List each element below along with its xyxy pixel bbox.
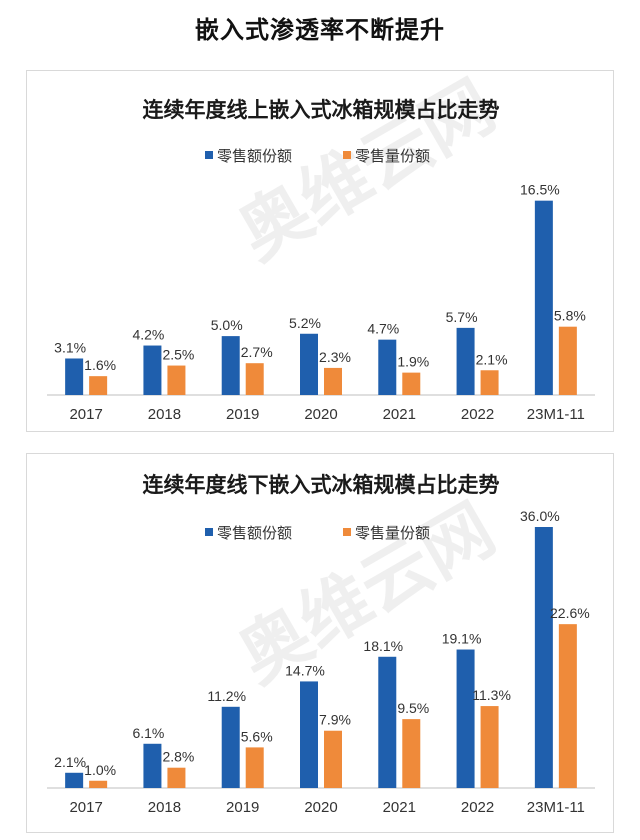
data-label-retail-volume-23M1-11: 5.8% <box>554 308 586 324</box>
data-label-retail-volume-2017: 1.6% <box>84 357 116 373</box>
data-label-retail-value-2022: 19.1% <box>442 631 482 647</box>
legend-label-1: 零售额份额 <box>217 525 292 542</box>
bar-retail-volume-2019 <box>245 747 264 788</box>
bar-retail-value-2020 <box>300 333 318 395</box>
bar-retail-volume-2017 <box>89 376 108 395</box>
x-tick-2020: 2020 <box>304 406 337 423</box>
bar-retail-value-2017 <box>65 772 84 788</box>
bar-retail-value-2020 <box>300 681 318 788</box>
offline-chart-panel: 奥维云网 连续年度线下嵌入式冰箱规模占比走势 零售额份额 零售量份额 2.1% 1.0% 2… <box>26 453 614 833</box>
data-label-retail-value-2020: 5.2% <box>289 315 321 331</box>
bar-retail-volume-23M1-11 <box>558 326 577 395</box>
bar-retail-value-23M1-11 <box>534 527 553 788</box>
legend-label-1: 零售额份额 <box>217 148 292 165</box>
data-label-retail-value-23M1-11: 16.5% <box>520 182 560 198</box>
x-tick-2020: 2020 <box>304 799 337 816</box>
data-label-retail-value-2017: 3.1% <box>54 339 86 355</box>
data-label-retail-volume-2019: 5.6% <box>241 728 273 744</box>
data-label-retail-volume-2022: 2.1% <box>476 351 508 367</box>
data-label-retail-value-2020: 14.7% <box>285 662 325 678</box>
data-label-retail-volume-2019: 2.7% <box>241 344 273 360</box>
x-tick-2018: 2018 <box>148 799 181 816</box>
data-label-retail-value-2022: 5.7% <box>446 309 478 325</box>
data-label-retail-value-2021: 18.1% <box>363 638 403 654</box>
page-title: 嵌入式渗透率不断提升 <box>195 17 445 44</box>
x-tick-2022: 2022 <box>461 406 494 423</box>
data-label-retail-volume-2022: 11.3% <box>472 687 511 703</box>
bar-retail-value-2021 <box>378 656 397 788</box>
legend-swatch-1 <box>205 151 213 159</box>
bar-retail-volume-2018 <box>167 767 186 788</box>
legend-swatch-1 <box>205 528 213 536</box>
bar-retail-value-2018 <box>143 743 162 788</box>
data-label-retail-volume-2021: 9.5% <box>397 700 429 716</box>
data-label-retail-volume-2020: 7.9% <box>319 712 351 728</box>
data-label-retail-value-2021: 4.7% <box>367 321 399 337</box>
x-tick-2019: 2019 <box>226 406 259 423</box>
bar-retail-value-2019 <box>221 336 240 395</box>
x-tick-2021: 2021 <box>383 799 416 816</box>
data-label-retail-value-2018: 6.1% <box>132 725 164 741</box>
data-label-retail-value-2017: 2.1% <box>54 754 86 770</box>
x-tick-2019: 2019 <box>226 799 259 816</box>
bar-retail-volume-2022 <box>480 706 499 788</box>
data-label-retail-volume-2018: 2.8% <box>162 749 194 765</box>
data-label-retail-value-2018: 4.2% <box>132 327 164 343</box>
data-label-retail-value-23M1-11: 36.0% <box>520 508 560 524</box>
bar-retail-volume-2021 <box>402 372 421 395</box>
x-tick-2017: 2017 <box>69 799 102 816</box>
x-tick-2021: 2021 <box>383 406 416 423</box>
x-tick-23M1-11: 23M1-11 <box>527 799 585 816</box>
legend-label-2: 零售量份额 <box>355 148 430 165</box>
legend-swatch-2 <box>343 528 351 536</box>
data-label-retail-value-2019: 11.2% <box>207 688 246 704</box>
bar-retail-volume-2019 <box>245 363 264 395</box>
bar-retail-value-2018 <box>143 345 162 395</box>
bar-retail-volume-2021 <box>402 719 421 788</box>
legend-label-2: 零售量份额 <box>355 525 430 542</box>
online-chart-panel: 奥维云网 连续年度线上嵌入式冰箱规模占比走势 零售额份额 零售量份额 3.1% 1.6% 2… <box>26 70 614 432</box>
bar-retail-value-2017 <box>65 358 84 395</box>
data-label-retail-volume-2020: 2.3% <box>319 349 351 365</box>
x-tick-2022: 2022 <box>461 799 494 816</box>
bar-retail-value-2022 <box>456 649 475 788</box>
bar-retail-volume-2018 <box>167 365 186 395</box>
bar-retail-volume-23M1-11 <box>558 624 577 788</box>
data-label-retail-value-2019: 5.0% <box>211 317 243 333</box>
bar-retail-value-2021 <box>378 339 397 395</box>
x-tick-23M1-11: 23M1-11 <box>527 406 585 423</box>
x-tick-2017: 2017 <box>69 406 102 423</box>
bar-retail-value-23M1-11 <box>534 200 553 395</box>
bar-retail-volume-2017 <box>89 780 108 788</box>
data-label-retail-volume-2018: 2.5% <box>162 347 194 363</box>
data-label-retail-volume-2017: 1.0% <box>84 762 116 778</box>
chart-title: 连续年度线上嵌入式冰箱规模占比走势 <box>143 98 500 122</box>
bar-retail-volume-2020 <box>324 730 342 788</box>
bar-retail-value-2019 <box>221 706 240 788</box>
bar-retail-volume-2022 <box>480 370 499 395</box>
chart-title: 连续年度线下嵌入式冰箱规模占比走势 <box>143 473 500 497</box>
data-label-retail-volume-23M1-11: 22.6% <box>550 605 590 621</box>
data-label-retail-volume-2021: 1.9% <box>397 354 429 370</box>
x-tick-2018: 2018 <box>148 406 181 423</box>
bar-retail-volume-2020 <box>324 367 342 395</box>
bar-retail-value-2022 <box>456 327 475 395</box>
legend-swatch-2 <box>343 151 351 159</box>
